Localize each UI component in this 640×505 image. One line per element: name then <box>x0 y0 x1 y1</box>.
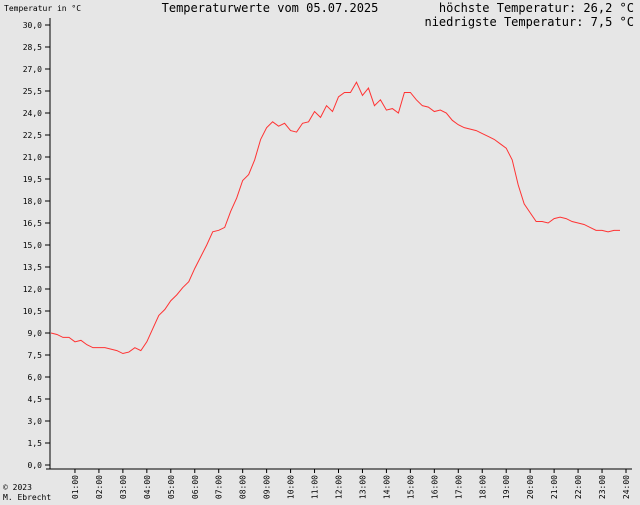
x-tick-label: 22:00 <box>574 475 583 499</box>
x-tick-label: 13:00 <box>358 475 367 499</box>
y-tick-label: 27,0 <box>23 65 42 74</box>
author: M. Ebrecht <box>3 493 51 502</box>
x-tick-label: 12:00 <box>335 475 344 499</box>
max-temperature: höchste Temperatur: 26,2 °C <box>439 1 634 15</box>
y-tick-label: 22,5 <box>23 131 42 140</box>
x-tick-label: 16:00 <box>430 475 439 499</box>
x-tick-label: 08:00 <box>239 475 248 499</box>
x-tick-label: 21:00 <box>550 475 559 499</box>
y-tick-label: 25,5 <box>23 87 42 96</box>
y-tick-label: 1,5 <box>28 439 43 448</box>
x-tick-label: 17:00 <box>454 475 463 499</box>
x-tick-label: 01:00 <box>71 475 80 499</box>
y-tick-label: 18,0 <box>23 197 42 206</box>
y-tick-label: 19,5 <box>23 175 42 184</box>
x-tick-label: 07:00 <box>215 475 224 499</box>
x-tick-label: 09:00 <box>263 475 272 499</box>
y-tick-label: 3,0 <box>28 417 43 426</box>
y-tick-label: 28,5 <box>23 43 42 52</box>
x-tick-label: 14:00 <box>382 475 391 499</box>
y-tick-label: 0,0 <box>28 461 43 470</box>
y-tick-label: 30,0 <box>23 21 42 30</box>
min-temperature: niedrigste Temperatur: 7,5 °C <box>424 15 634 29</box>
x-tick-label: 03:00 <box>119 475 128 499</box>
copyright: © 2023 <box>3 483 32 492</box>
temperature-line <box>50 81 621 355</box>
y-tick-label: 9,0 <box>28 329 43 338</box>
x-tick-label: 02:00 <box>95 475 104 499</box>
y-tick-label: 13,5 <box>23 263 42 272</box>
y-tick-label: 4,5 <box>28 395 43 404</box>
chart-title: Temperaturwerte vom 05.07.2025 <box>162 1 379 15</box>
y-tick-label: 7,5 <box>28 351 43 360</box>
y-tick-label: 21,0 <box>23 153 42 162</box>
x-tick-label: 19:00 <box>502 475 511 499</box>
y-tick-label: 16,5 <box>23 219 42 228</box>
y-axis-label: Temperatur in °C <box>4 4 81 13</box>
x-tick-label: 23:00 <box>598 475 607 499</box>
y-tick-label: 24,0 <box>23 109 42 118</box>
x-tick-label: 06:00 <box>191 475 200 499</box>
x-tick-label: 11:00 <box>311 475 320 499</box>
x-tick-label: 20:00 <box>526 475 535 499</box>
x-tick-label: 18:00 <box>478 475 487 499</box>
y-tick-label: 6,0 <box>28 373 43 382</box>
y-tick-label: 12,0 <box>23 285 42 294</box>
x-tick-label: 10:00 <box>287 475 296 499</box>
x-tick-label: 04:00 <box>143 475 152 499</box>
y-tick-label: 15,0 <box>23 241 42 250</box>
x-tick-label: 24:00 <box>622 475 631 499</box>
x-tick-label: 05:00 <box>167 475 176 499</box>
x-tick-label: 15:00 <box>406 475 415 499</box>
y-tick-label: 10,5 <box>23 307 42 316</box>
